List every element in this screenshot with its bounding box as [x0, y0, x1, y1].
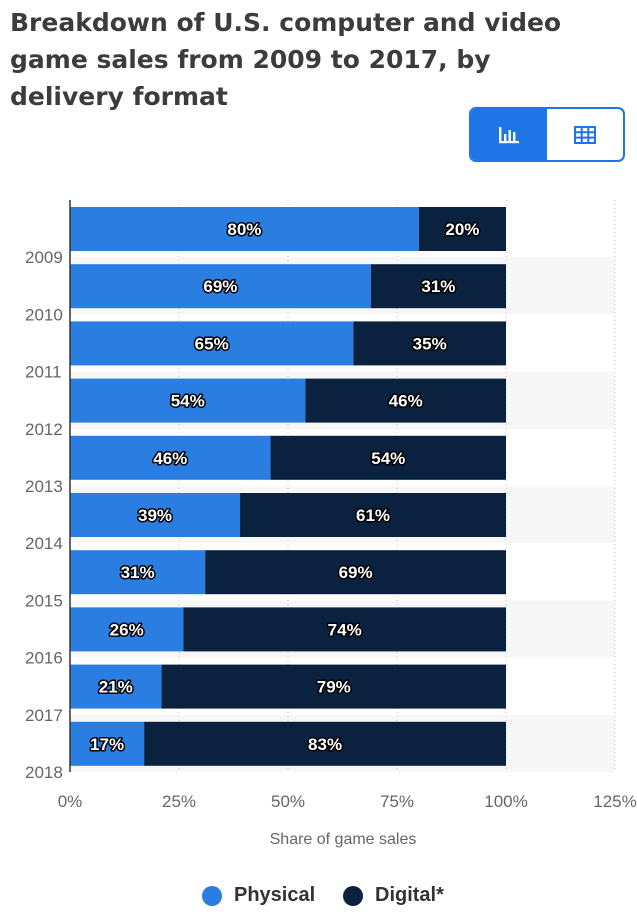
- table-view-button[interactable]: [547, 109, 623, 160]
- stacked-bar-chart: 80% 20% 69% 31% 65% 35% 54% 46% 46% 54% 39% 61% 31% 6…: [25, 200, 637, 848]
- legend-label-digital: Digital*: [375, 884, 444, 906]
- bar-physical-2018: [70, 721, 145, 766]
- data-label: 35%: [413, 334, 447, 353]
- data-label: 83%: [308, 735, 342, 754]
- data-label: 21%: [99, 678, 133, 697]
- y-tick-label: 2016: [25, 649, 63, 668]
- data-label: 69%: [339, 563, 373, 582]
- y-tick-label: 2012: [25, 420, 63, 439]
- bar-digital-2009: [418, 207, 506, 251]
- y-tick-label: 2010: [25, 305, 63, 324]
- data-label: 20%: [445, 220, 479, 239]
- data-label: 54%: [171, 392, 205, 411]
- bar-physical-2013: [70, 435, 271, 480]
- data-label: 65%: [195, 334, 229, 353]
- legend-label-physical: Physical: [234, 884, 316, 906]
- bar-digital-2015: [205, 550, 506, 595]
- data-label: 69%: [203, 277, 237, 296]
- y-tick-label: 2017: [25, 706, 63, 725]
- data-label: 39%: [138, 506, 172, 525]
- bar-physical-2016: [70, 607, 184, 652]
- bar-digital-2011: [353, 321, 506, 366]
- x-tick-label: 50%: [271, 792, 305, 811]
- view-toggle[interactable]: [469, 107, 625, 162]
- legend-swatch-digital: [343, 885, 363, 906]
- data-label: 79%: [317, 678, 351, 697]
- data-label: 54%: [371, 449, 405, 468]
- data-label: 61%: [356, 506, 390, 525]
- data-label: 80%: [227, 220, 261, 239]
- y-tick-label: 2013: [25, 477, 63, 496]
- bar-physical-2015: [70, 550, 206, 595]
- bar-digital-2010: [370, 264, 506, 309]
- legend-item-digital[interactable]: Digital*: [343, 884, 444, 907]
- bar-digital-2014: [240, 493, 507, 537]
- y-tick-label: 2011: [25, 363, 62, 382]
- bar-physical-2011: [70, 321, 354, 366]
- bar-chart-icon: [499, 126, 519, 143]
- y-tick-label: 2015: [25, 591, 63, 610]
- x-axis-title: Share of game sales: [270, 831, 417, 848]
- x-tick-label: 25%: [162, 792, 196, 811]
- data-label: 26%: [110, 620, 144, 639]
- data-label: 31%: [121, 563, 155, 582]
- chart-view-button[interactable]: [471, 109, 547, 160]
- legend: Physical Digital*: [0, 884, 637, 920]
- x-tick-label: 75%: [380, 792, 414, 811]
- bar-digital-2017: [161, 664, 506, 709]
- bar-physical-2010: [70, 264, 371, 309]
- legend-item-physical[interactable]: Physical: [202, 884, 315, 907]
- x-tick-label: 125%: [593, 792, 636, 811]
- y-tick-label: 2018: [25, 763, 63, 782]
- bar-digital-2018: [144, 721, 506, 766]
- bar-physical-2014: [70, 493, 241, 537]
- bar-digital-2016: [183, 607, 507, 652]
- legend-swatch-physical: [202, 885, 222, 906]
- data-label: 46%: [389, 392, 423, 411]
- bar-physical-2009: [70, 207, 419, 251]
- data-label: 46%: [153, 449, 187, 468]
- chart-title: Breakdown of U.S. computer and video gam…: [10, 8, 562, 111]
- table-icon: [574, 125, 596, 144]
- y-tick-label: 2009: [25, 248, 63, 267]
- data-label: 31%: [421, 277, 455, 296]
- x-tick-label: 100%: [484, 792, 527, 811]
- bar-digital-2012: [305, 378, 506, 423]
- y-tick-label: 2014: [25, 534, 63, 553]
- data-label: 17%: [90, 735, 124, 754]
- bar-physical-2012: [70, 378, 306, 423]
- bar-digital-2013: [270, 435, 506, 480]
- bar-physical-2017: [70, 664, 162, 709]
- x-tick-label: 0%: [58, 792, 83, 811]
- data-label: 74%: [328, 620, 362, 639]
